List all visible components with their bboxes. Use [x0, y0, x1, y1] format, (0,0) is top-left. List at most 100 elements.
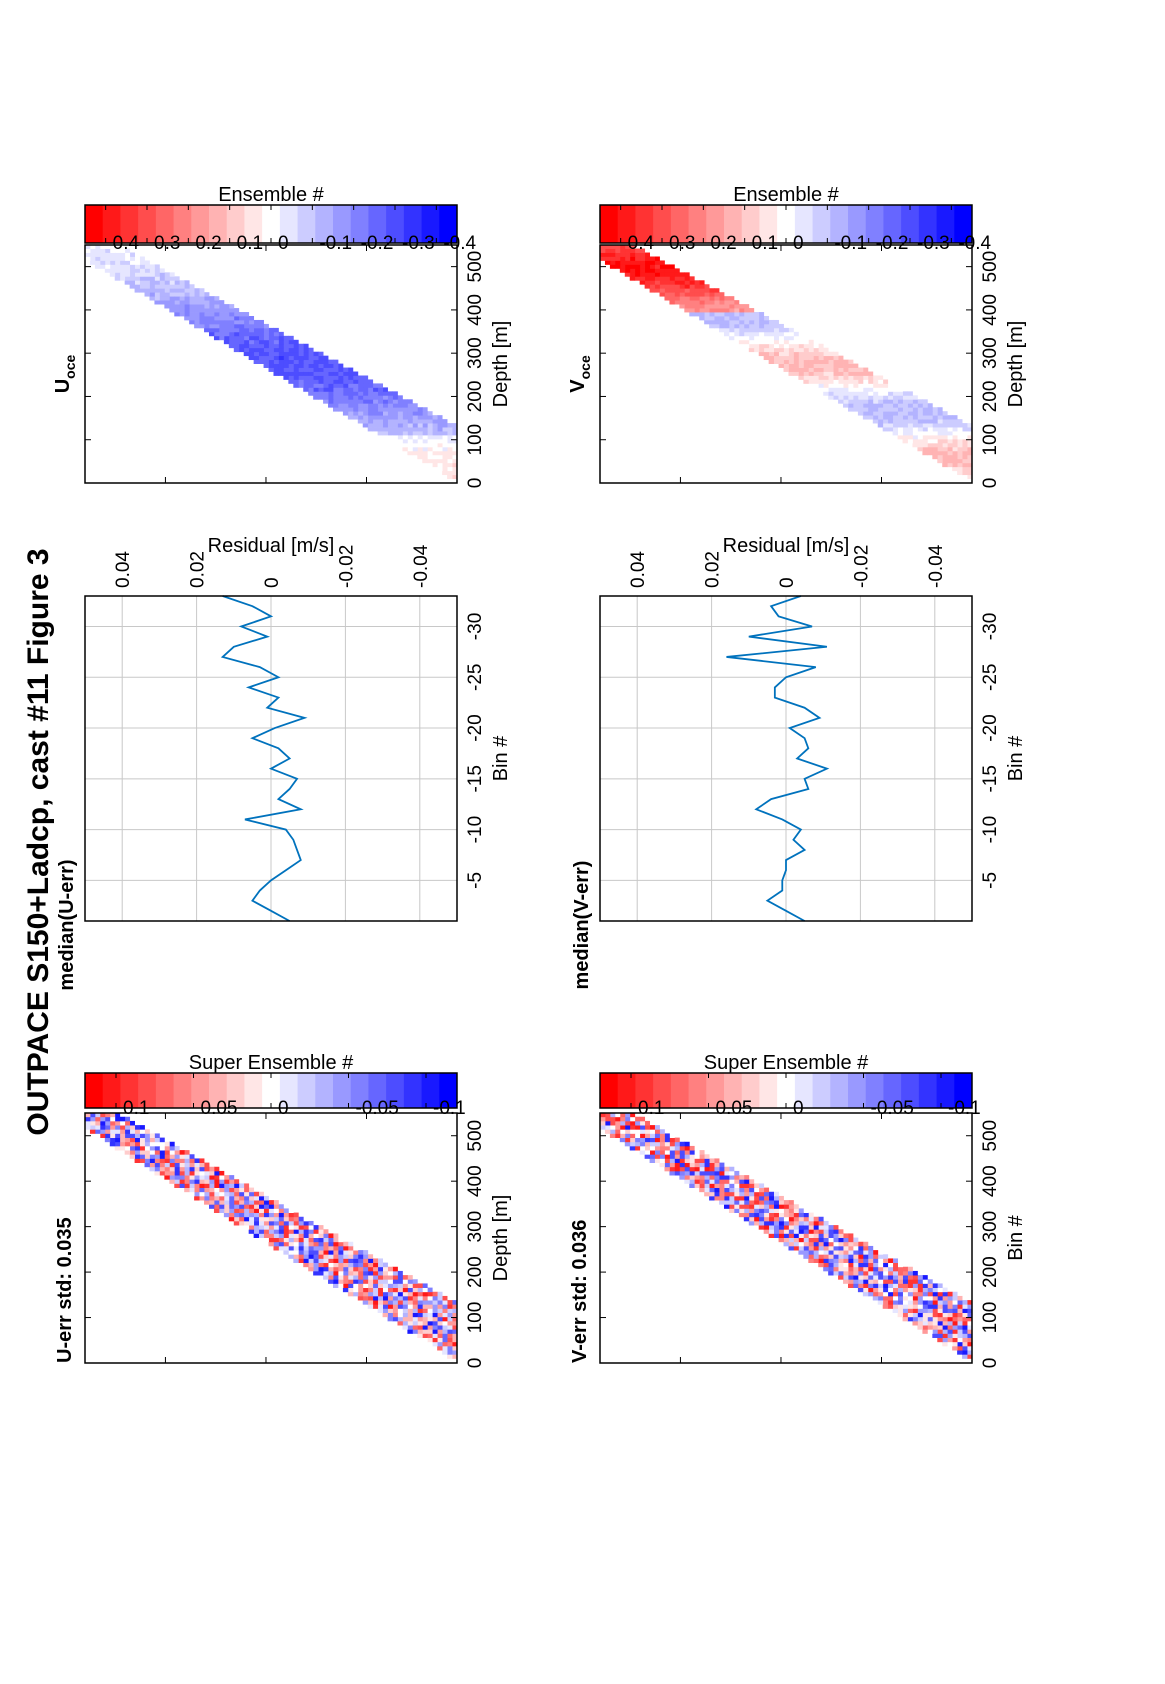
- heatmap-cell: [942, 1308, 948, 1313]
- heatmap-cell: [897, 1283, 903, 1288]
- heatmap-cell: [813, 1241, 819, 1247]
- heatmap-cell: [778, 347, 784, 353]
- heatmap-cell: [209, 1191, 215, 1197]
- heatmap-cell: [947, 423, 953, 428]
- heatmap-cell: [328, 1262, 334, 1268]
- heatmap-cell: [808, 339, 814, 345]
- heatmap-cell: [852, 375, 859, 380]
- heatmap-cell: [634, 1133, 641, 1138]
- heatmap-cell: [273, 1212, 279, 1218]
- heatmap-cell: [352, 1258, 359, 1263]
- heatmap-cell: [937, 442, 943, 448]
- heatmap-cell: [803, 1241, 809, 1247]
- heatmap-cell: [962, 454, 968, 460]
- heatmap-cell: [144, 280, 150, 285]
- heatmap-cell: [283, 339, 289, 345]
- heatmap-cell: [283, 1237, 289, 1243]
- heatmap-cell: [273, 1204, 279, 1209]
- heatmap-cell: [644, 276, 651, 281]
- heatmap-cell: [382, 1275, 388, 1280]
- heatmap-cell: [833, 1237, 839, 1243]
- heatmap-cell: [333, 1254, 339, 1259]
- heatmap-cell: [417, 1291, 423, 1297]
- heatmap-cell: [199, 1175, 205, 1180]
- heatmap-cell: [223, 312, 230, 317]
- heatmap-cell: [313, 383, 319, 388]
- heatmap-cell: [872, 1250, 879, 1255]
- heatmap-cell: [857, 383, 864, 388]
- heatmap-cell: [808, 371, 814, 376]
- heatmap-cell: [857, 399, 864, 404]
- heatmap-cell: [313, 1225, 319, 1230]
- heatmap-cell: [233, 327, 240, 333]
- heatmap-cell: [674, 1158, 680, 1163]
- heatmap-cell: [823, 1254, 829, 1259]
- heatmap-cell: [382, 391, 388, 396]
- heatmap-cell: [452, 1325, 458, 1330]
- heatmap-cell: [283, 367, 289, 372]
- heatmap-cell: [397, 1279, 403, 1284]
- heatmap-cell: [89, 248, 96, 253]
- heatmap-cell: [867, 391, 874, 396]
- heatmap-cell: [337, 383, 344, 388]
- heatmap-cell: [763, 347, 770, 353]
- heatmap-cell: [204, 1166, 210, 1172]
- heatmap-cell: [268, 1216, 274, 1222]
- heatmap-cell: [199, 1158, 205, 1163]
- heatmap-cell: [313, 1233, 319, 1238]
- heatmap-cell: [758, 312, 765, 317]
- heatmap-cell: [412, 407, 418, 412]
- heatmap-cell: [442, 470, 448, 476]
- heatmap-cell: [942, 450, 948, 456]
- heatmap-cell: [624, 248, 631, 253]
- heatmap-cell: [897, 423, 903, 428]
- heatmap-cell: [303, 359, 309, 364]
- heatmap-cell: [788, 363, 794, 368]
- heatmap-cell: [902, 1308, 908, 1313]
- heatmap-cell: [144, 1137, 150, 1143]
- heatmap-cell: [897, 1308, 903, 1313]
- heatmap-cell: [248, 355, 255, 361]
- heatmap-cell: [427, 1316, 433, 1322]
- heatmap-cell: [763, 1208, 770, 1213]
- heatmap-cell: [679, 304, 685, 309]
- heatmap-cell: [328, 1233, 334, 1238]
- heatmap-cell: [372, 1291, 379, 1297]
- heatmap-cell: [654, 1125, 660, 1130]
- heatmap-cell: [437, 1291, 443, 1297]
- heatmap-cell: [318, 375, 324, 380]
- heatmap-cell: [417, 442, 423, 448]
- heatmap-cell: [947, 1304, 953, 1309]
- heatmap-cell: [367, 391, 374, 396]
- heatmap-cell: [333, 1241, 339, 1247]
- heatmap-cell: [932, 1304, 938, 1309]
- colorbar-segment: [350, 1073, 369, 1108]
- heatmap-cell: [639, 264, 646, 269]
- heatmap-cell: [328, 403, 334, 408]
- colorbar-tick-label: -0.05: [356, 1098, 399, 1119]
- heatmap-cell: [798, 1229, 804, 1234]
- heatmap-cell: [724, 1179, 730, 1184]
- heatmap-cell: [773, 347, 779, 353]
- heatmap-cell: [689, 1154, 695, 1159]
- heatmap-cell: [709, 292, 715, 297]
- heatmap-cell: [447, 1300, 453, 1305]
- heatmap-cell: [738, 1179, 745, 1184]
- heatmap-cell: [94, 248, 101, 253]
- heatmap-cell: [323, 375, 329, 380]
- colorbar-segment: [244, 205, 263, 243]
- heatmap-cell: [278, 339, 284, 345]
- heatmap-cell: [649, 280, 655, 285]
- heatmap-cell: [174, 1175, 180, 1180]
- heatmap-cell: [253, 335, 259, 341]
- heatmap-cell: [843, 1233, 849, 1238]
- heatmap-cell: [877, 1262, 884, 1268]
- heatmap-cell: [922, 442, 928, 448]
- heatmap-cell: [952, 427, 958, 432]
- heatmap-cell: [942, 458, 948, 464]
- heatmap-cell: [258, 351, 264, 357]
- heatmap-cell: [328, 375, 334, 380]
- heatmap-cell: [174, 1170, 180, 1176]
- heatmap-cell: [248, 1225, 255, 1230]
- heatmap-cell: [679, 1141, 685, 1147]
